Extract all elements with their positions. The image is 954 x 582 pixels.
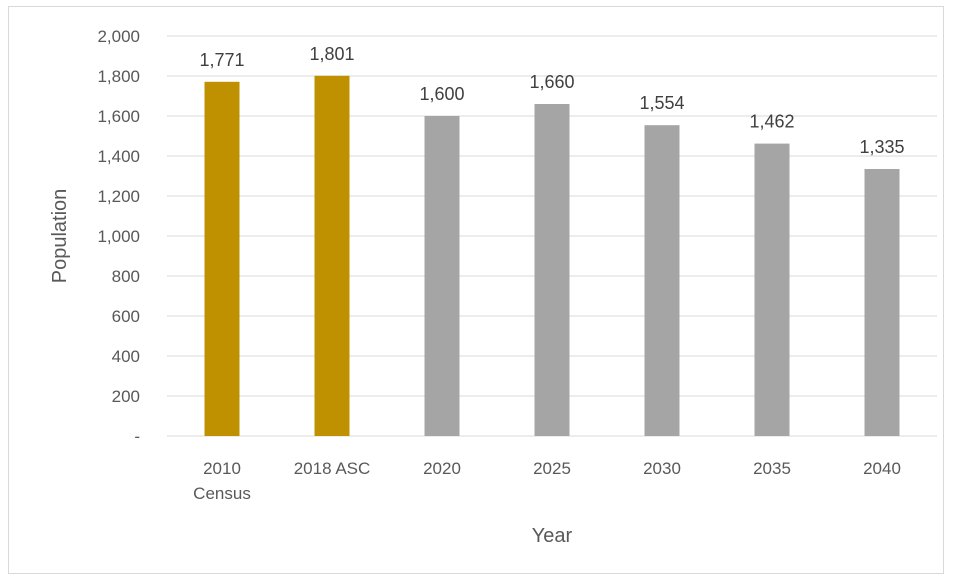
data-label: 1,801 bbox=[309, 44, 354, 64]
x-tick-label-line: 2018 ASC bbox=[294, 459, 371, 478]
y-tick-label: 1,600 bbox=[97, 107, 140, 126]
x-axis-ticks: 2010 Census 2018 ASC 2020 2025 2030 2035 2040 bbox=[193, 459, 901, 503]
data-label: 1,554 bbox=[639, 93, 684, 113]
x-tick-label-line: 2010 bbox=[203, 459, 241, 478]
x-tick-label: 2010 Census bbox=[193, 459, 251, 503]
bar bbox=[204, 81, 240, 437]
bar bbox=[314, 75, 350, 437]
x-tick-label-line: 2020 bbox=[423, 459, 461, 478]
y-tick-label: 800 bbox=[112, 267, 140, 286]
x-tick-label: 2020 bbox=[423, 459, 461, 478]
x-tick-label: 2018 ASC bbox=[294, 459, 371, 478]
x-tick-label-line: 2040 bbox=[863, 459, 901, 478]
y-tick-label: 1,000 bbox=[97, 227, 140, 246]
y-tick-label: 2,000 bbox=[97, 27, 140, 46]
y-tick-label: 200 bbox=[112, 387, 140, 406]
bar bbox=[534, 104, 570, 436]
data-label: 1,600 bbox=[419, 84, 464, 104]
x-axis-title: Year bbox=[532, 525, 573, 547]
data-label: 1,335 bbox=[859, 137, 904, 157]
x-tick-label: 2035 bbox=[753, 459, 791, 478]
x-tick-label-line: 2030 bbox=[643, 459, 681, 478]
data-label: 1,462 bbox=[749, 112, 794, 132]
data-labels: 1,771 1,801 1,600 1,660 1,554 1,462 1,335 bbox=[199, 44, 904, 157]
y-tick-label: 1,200 bbox=[97, 187, 140, 206]
x-tick-label: 2025 bbox=[533, 459, 571, 478]
x-tick-label-line: 2035 bbox=[753, 459, 791, 478]
y-axis-ticks: - 200 400 600 800 1,000 1,200 1,400 1,600 1,800 2,… bbox=[97, 27, 140, 446]
x-tick-label-line: 2025 bbox=[533, 459, 571, 478]
data-label: 1,660 bbox=[529, 72, 574, 92]
y-tick-label: - bbox=[134, 427, 140, 446]
bars bbox=[204, 75, 900, 437]
y-tick-label: 1,800 bbox=[97, 67, 140, 86]
bar bbox=[644, 125, 680, 436]
x-tick-label: 2030 bbox=[643, 459, 681, 478]
y-tick-label: 400 bbox=[112, 347, 140, 366]
bar bbox=[424, 116, 460, 436]
bar bbox=[864, 169, 900, 436]
x-tick-label: 2040 bbox=[863, 459, 901, 478]
y-axis-title: Population bbox=[49, 189, 71, 284]
data-label: 1,771 bbox=[199, 50, 244, 70]
x-tick-label-line: Census bbox=[193, 484, 251, 503]
y-tick-label: 600 bbox=[112, 307, 140, 326]
y-tick-label: 1,400 bbox=[97, 147, 140, 166]
bar bbox=[754, 143, 790, 436]
